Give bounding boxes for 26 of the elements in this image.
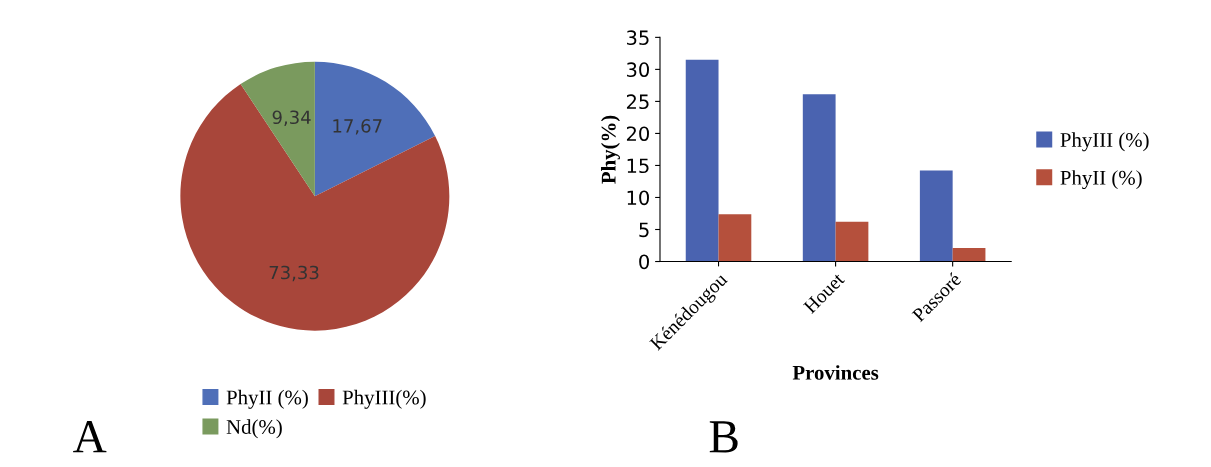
y-tick-label: 5	[639, 222, 649, 238]
legend-label: PhyII (%)	[226, 389, 308, 409]
legend-label: Nd(%)	[226, 419, 282, 439]
text: B	[709, 421, 738, 453]
legend-label: PhyII (%)	[1060, 170, 1142, 190]
y-tick-label: 30	[627, 62, 649, 78]
y-tick-label: 35	[627, 30, 649, 46]
bar	[718, 214, 752, 262]
y-tick-label: 20	[626, 126, 649, 142]
y-tick-label: 0	[639, 254, 649, 270]
data-label: 9,34	[272, 110, 311, 126]
data-label: 73,33	[269, 265, 319, 282]
x-axis-title: Provinces	[792, 365, 879, 380]
legend-label: PhyIII (%)	[1060, 132, 1149, 152]
bar	[685, 59, 719, 262]
y-tick-label: 10	[627, 190, 649, 206]
bar	[919, 170, 953, 262]
y-tick-label: 25	[626, 94, 649, 110]
bar	[952, 248, 986, 262]
legend-label: PhyIII(%)	[342, 389, 426, 409]
bar	[835, 221, 869, 262]
y-axis-title: Phy(%)	[601, 115, 620, 184]
data-label: 17,67	[333, 119, 382, 135]
bar	[802, 94, 836, 262]
text: A	[73, 421, 107, 453]
y-tick-label: 15	[627, 158, 649, 174]
